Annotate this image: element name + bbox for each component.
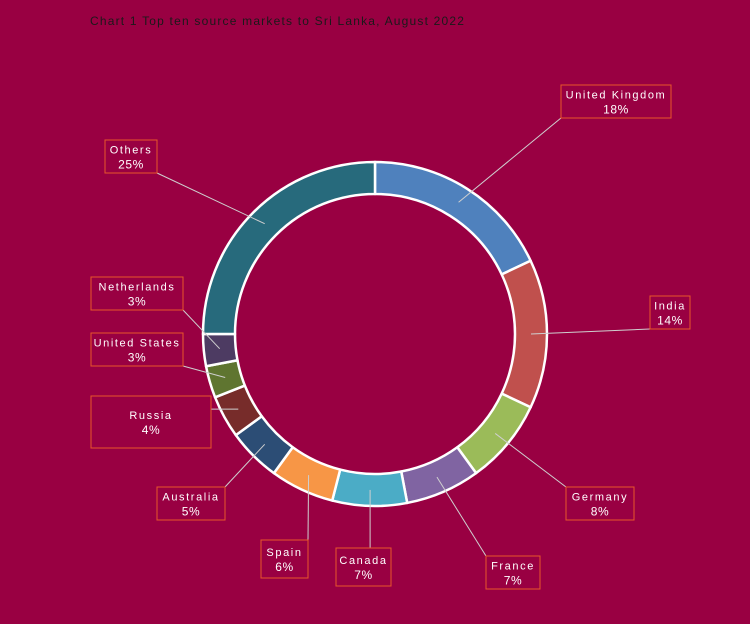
category-label-russia: Russia [129, 410, 172, 422]
label-box-india [649, 295, 691, 330]
leader-line-germany [494, 433, 567, 488]
label-box-germany [565, 486, 635, 521]
value-label-russia: 4% [142, 423, 161, 437]
category-label-others: Others [110, 145, 153, 157]
slice-netherlands[interactable] [201, 332, 239, 368]
category-label-netherlands: Netherlands [99, 282, 176, 294]
label-box-canada [335, 547, 392, 587]
slice-france[interactable] [399, 446, 478, 505]
leader-line-united-states [182, 365, 226, 379]
value-label-united-kingdom: 18% [603, 103, 629, 117]
label-box-united-states [90, 332, 184, 367]
leader-line-others [156, 172, 265, 225]
chart-title: Chart 1 Top ten source markets to Sri La… [90, 14, 466, 28]
leader-line-united-kingdom [458, 117, 562, 203]
value-label-germany: 8% [591, 505, 610, 519]
label-box-netherlands [90, 276, 184, 311]
category-label-india: India [654, 301, 686, 313]
value-label-australia: 5% [182, 505, 201, 519]
value-label-united-states: 3% [128, 351, 147, 365]
label-box-france [485, 555, 541, 590]
leader-line-australia [224, 443, 266, 488]
label-box-russia [90, 395, 212, 449]
category-label-australia: Australia [162, 492, 219, 504]
leader-line-india [530, 328, 651, 335]
category-label-spain: Spain [266, 547, 302, 559]
value-label-netherlands: 3% [128, 295, 147, 309]
value-label-spain: 6% [275, 560, 294, 574]
value-label-canada: 7% [354, 568, 373, 582]
label-box-united-kingdom [560, 84, 672, 119]
leader-line-netherlands [182, 309, 221, 350]
slice-others[interactable] [201, 160, 377, 336]
category-label-canada: Canada [339, 555, 387, 567]
label-box-australia [156, 486, 226, 521]
slice-united-kingdom[interactable] [373, 160, 532, 276]
label-box-spain [260, 539, 309, 579]
value-label-others: 25% [118, 158, 144, 172]
category-label-united-kingdom: United Kingdom [566, 90, 667, 102]
leader-line-france [436, 476, 487, 557]
category-label-germany: Germany [572, 492, 628, 504]
category-label-france: France [491, 561, 535, 573]
leader-line-spain [307, 475, 310, 541]
label-box-others [104, 139, 158, 174]
category-label-united-states: United States [94, 338, 181, 350]
value-label-india: 14% [657, 314, 683, 328]
value-label-france: 7% [504, 574, 523, 588]
